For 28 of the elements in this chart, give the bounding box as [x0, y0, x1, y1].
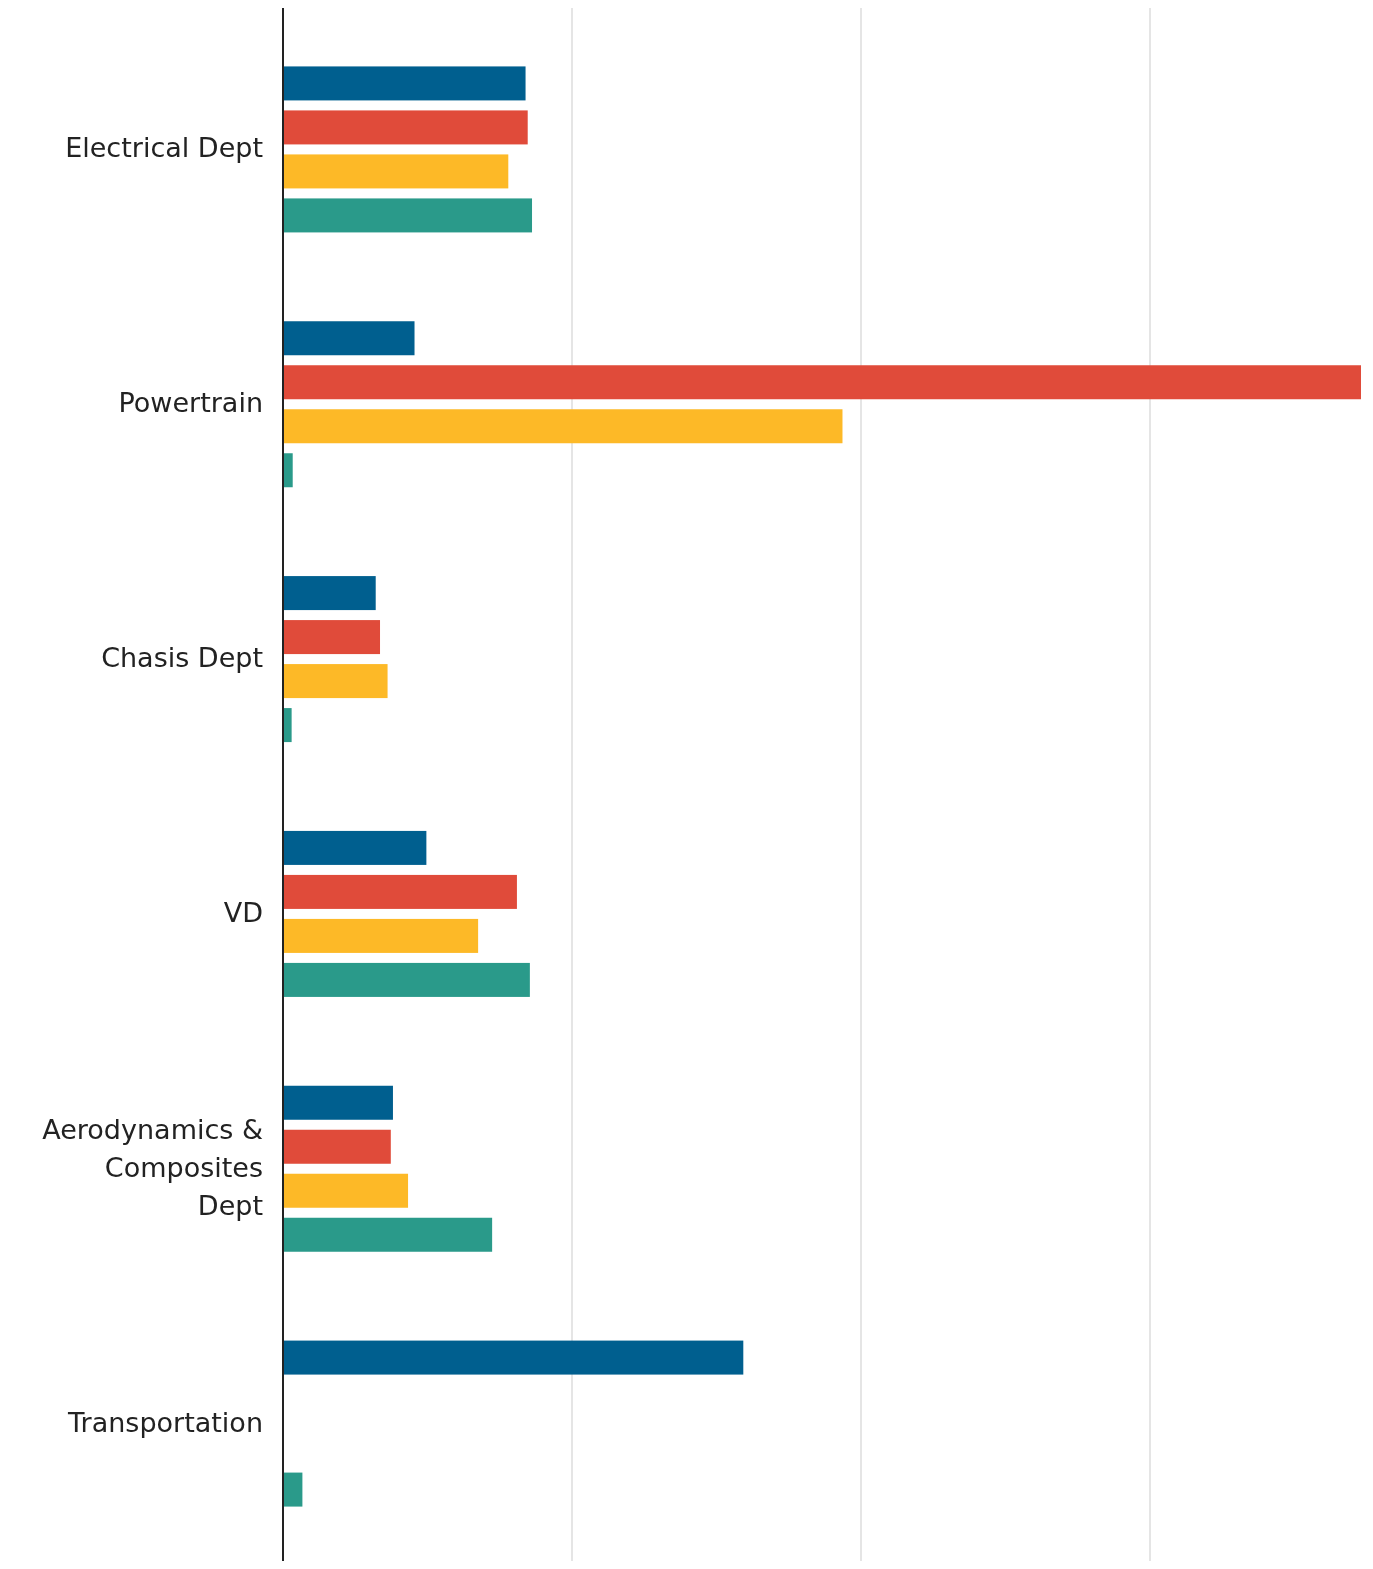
- bar: [283, 962, 530, 997]
- bar: [283, 1340, 744, 1375]
- bar: [283, 1173, 409, 1208]
- bar: [283, 321, 415, 356]
- bar: [283, 576, 376, 611]
- bar: [283, 154, 509, 189]
- y-tick-label: Electrical Dept: [65, 131, 263, 163]
- y-tick-label: Chasis Dept: [101, 641, 263, 673]
- y-tick-label: Aerodynamics & Composites Dept: [42, 1113, 263, 1221]
- bar: [283, 365, 1361, 400]
- bar: [283, 1085, 393, 1120]
- bar: [283, 1217, 493, 1252]
- bar: [283, 708, 292, 743]
- bar: [283, 453, 293, 488]
- bar: [283, 620, 381, 655]
- y-tick-label: Powertrain: [118, 386, 263, 418]
- bar: [283, 409, 843, 444]
- bar: [283, 66, 526, 101]
- bar: [283, 1472, 303, 1507]
- y-tick-label: Transportation: [67, 1406, 263, 1438]
- bar: [283, 1129, 391, 1164]
- bar: [283, 198, 533, 233]
- bar: [283, 664, 388, 699]
- bar: [283, 830, 427, 865]
- bar: [283, 110, 528, 145]
- bar: [283, 874, 517, 909]
- bar: [283, 918, 479, 953]
- y-tick-label: VD: [223, 896, 263, 928]
